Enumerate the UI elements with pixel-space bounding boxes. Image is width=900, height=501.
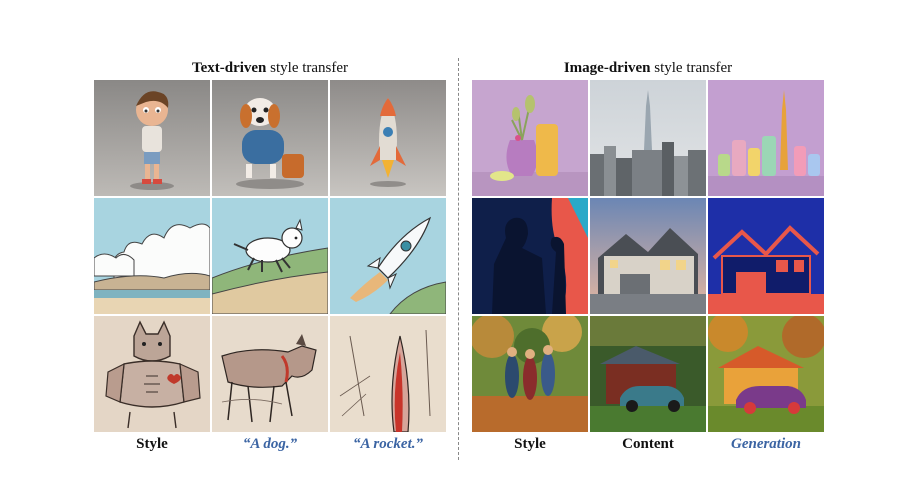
caption-content: Content: [622, 436, 674, 452]
generated-image-cartoon-dog: [212, 198, 328, 314]
text-driven-grid: [94, 80, 446, 432]
image-driven-title-rest: style transfer: [650, 60, 733, 76]
caption-prompt-dog: “A dog.”: [242, 436, 298, 452]
image-driven-title: Image-driven style transfer: [472, 60, 824, 77]
text-driven-title-bold: Text-driven: [191, 60, 267, 76]
text-driven-captions: Style “A dog.” “A rocket.”: [94, 436, 446, 453]
generated-image-3d-dog: [212, 80, 328, 196]
generated-image-sketch-rocket: [330, 316, 446, 432]
caption-prompt-rocket: “A rocket.”: [353, 436, 423, 452]
generated-image-painting-barn-car: [708, 316, 824, 432]
content-image-city-skyline: [590, 80, 706, 196]
caption-style: Style: [136, 436, 168, 452]
style-image-silhouette-poster: [472, 198, 588, 314]
generated-image-cartoon-rocket: [330, 198, 446, 314]
style-image-pastel-vases: [472, 80, 588, 196]
style-image-painting-figures: [472, 316, 588, 432]
image-driven-title-bold: Image-driven: [563, 60, 651, 76]
image-driven-captions: Style Content Generation: [472, 436, 824, 453]
generated-image-sketch-dog: [212, 316, 328, 432]
generated-image-3d-rocket: [330, 80, 446, 196]
panel-divider: [458, 58, 459, 460]
image-driven-grid: [472, 80, 824, 432]
content-image-barn-car: [590, 316, 706, 432]
generated-image-pastel-city: [708, 80, 824, 196]
style-image-sketch-cat: [94, 316, 210, 432]
style-image-cartoon-landscape: [94, 198, 210, 314]
content-image-house: [590, 198, 706, 314]
generated-image-silhouette-house: [708, 198, 824, 314]
text-driven-title: Text-driven style transfer: [94, 60, 446, 77]
caption-style: Style: [514, 436, 546, 452]
caption-generation: Generation: [730, 436, 801, 452]
style-image-3d-boy: [94, 80, 210, 196]
text-driven-title-rest: style transfer: [266, 60, 349, 76]
